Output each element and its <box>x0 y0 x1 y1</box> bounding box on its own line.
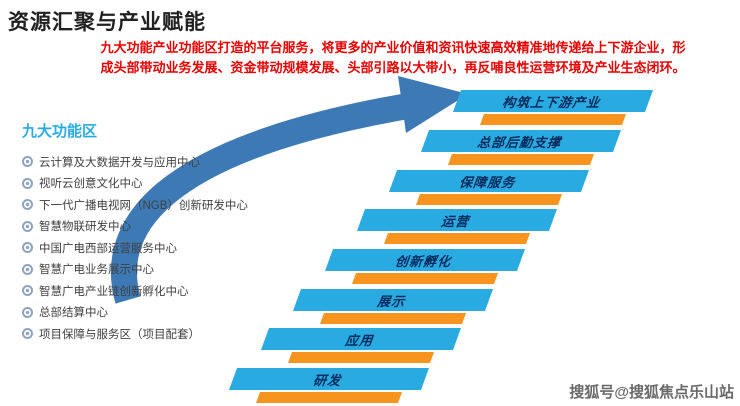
step-upstream-downstream: 构筑上下游产业 <box>452 90 654 125</box>
bullet-icon <box>22 306 33 318</box>
step-application: 应用 <box>260 328 462 363</box>
panel-heading: 九大功能区 <box>22 123 98 140</box>
step-label: 展示 <box>292 289 494 311</box>
bullet-icon <box>22 199 33 211</box>
list-item: 智慧物联研发中心 <box>22 216 257 238</box>
list-item-label: 云计算及大数据开发与应用中心 <box>39 156 200 169</box>
list-item: 总部结算中心 <box>22 302 257 324</box>
list-item-label: 视听云创意文化中心 <box>39 178 143 191</box>
watermark: 搜狐号@搜狐焦点乐山站 <box>569 384 734 401</box>
bullet-icon <box>22 263 33 275</box>
bullet-icon <box>22 220 33 232</box>
function-zones-panel: 九大功能区 云计算及大数据开发与应用中心 视听云创意文化中心 下一代广播电视网（… <box>22 120 257 345</box>
bullet-icon <box>22 242 33 254</box>
list-item-label: 智慧广电产业链创新孵化中心 <box>39 285 189 298</box>
page-title: 资源汇聚与产业赋能 <box>8 11 206 34</box>
list-item: 中国广电西部运营服务中心 <box>22 237 257 259</box>
step-label: 运营 <box>356 209 558 231</box>
description: 九大功能产业功能区打造的平台服务，将更多的产业价值和资讯快速高效精准地传递给上下… <box>68 38 718 78</box>
step-riser <box>383 233 531 244</box>
step-label: 研发 <box>228 368 430 390</box>
list-item-label: 智慧物联研发中心 <box>39 221 131 234</box>
step-hq-logistics: 总部后勤支撑 <box>420 130 622 165</box>
step-label: 保障服务 <box>388 170 590 192</box>
list-item: 智慧广电业务展示中心 <box>22 259 257 281</box>
bullet-icon <box>22 328 33 340</box>
list-item-label: 中国广电西部运营服务中心 <box>39 242 177 255</box>
step-operation: 运营 <box>356 209 558 244</box>
list-item: 下一代广播电视网（NGB）创新研发中心 <box>22 194 257 216</box>
bullet-icon <box>22 285 33 297</box>
bullet-icon <box>22 156 33 168</box>
step-riser <box>447 154 595 165</box>
list-item: 智慧广电产业链创新孵化中心 <box>22 280 257 302</box>
bullet-icon <box>22 177 33 189</box>
step-riser <box>415 194 563 205</box>
function-zone-list: 云计算及大数据开发与应用中心 视听云创意文化中心 下一代广播电视网（NGB）创新… <box>22 151 257 345</box>
step-support-service: 保障服务 <box>388 170 590 205</box>
step-research: 研发 <box>228 368 430 403</box>
step-label: 应用 <box>260 328 462 350</box>
step-riser <box>255 392 403 403</box>
step-label: 创新孵化 <box>324 249 526 271</box>
step-riser <box>287 352 435 363</box>
list-item-label: 项目保障与服务区（项目配套） <box>39 328 200 341</box>
step-riser <box>479 114 627 125</box>
step-label: 构筑上下游产业 <box>452 90 654 112</box>
step-incubation: 创新孵化 <box>324 249 526 284</box>
step-label: 总部后勤支撑 <box>420 130 622 152</box>
list-item: 云计算及大数据开发与应用中心 <box>22 151 257 173</box>
step-riser <box>351 273 499 284</box>
description-line-1: 九大功能产业功能区打造的平台服务，将更多的产业价值和资讯快速高效精准地传递给上下… <box>100 40 686 55</box>
list-item-label: 总部结算中心 <box>39 307 108 320</box>
description-line-2: 成头部带动业务发展、资金带动规模发展、头部引路以大带小，再反哺良性运营环境及产业… <box>100 60 686 75</box>
list-item-label: 智慧广电业务展示中心 <box>39 264 154 277</box>
step-exhibition: 展示 <box>292 289 494 324</box>
list-item: 视听云创意文化中心 <box>22 173 257 195</box>
list-item-label: 下一代广播电视网（NGB）创新研发中心 <box>39 199 248 212</box>
step-riser <box>319 313 467 324</box>
list-item: 项目保障与服务区（项目配套） <box>22 323 257 345</box>
